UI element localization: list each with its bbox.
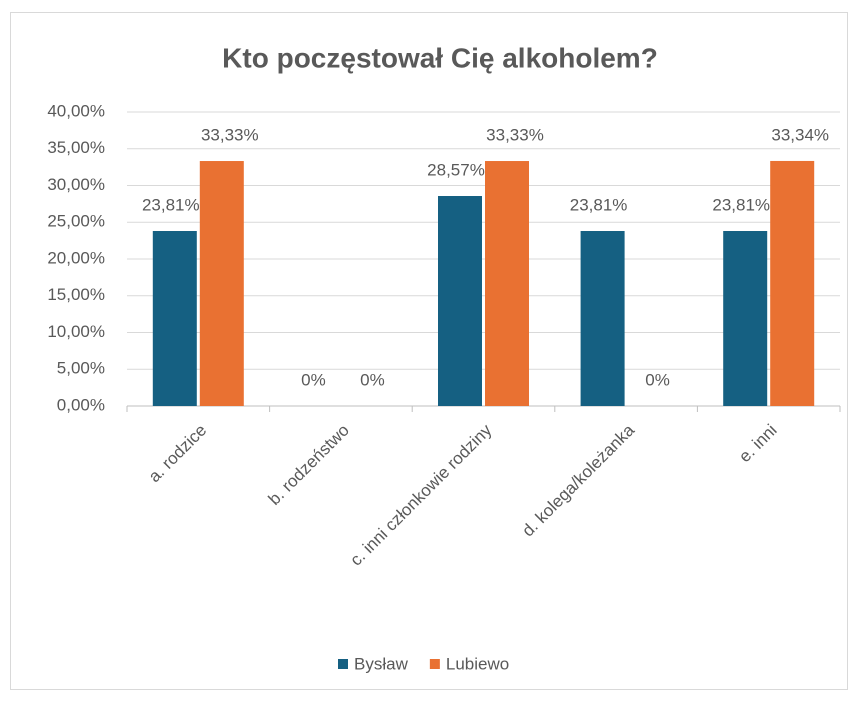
data-label: 0% xyxy=(360,370,385,389)
bar xyxy=(485,161,529,406)
y-tick-label: 15,00% xyxy=(47,285,105,304)
chart-frame xyxy=(10,12,848,690)
data-label: 0% xyxy=(301,370,326,389)
y-tick-label: 30,00% xyxy=(47,175,105,194)
bar xyxy=(199,161,244,406)
data-label: 23,81% xyxy=(570,195,628,214)
bar xyxy=(438,196,482,406)
y-tick-label: 20,00% xyxy=(47,248,105,267)
y-tick-label: 25,00% xyxy=(47,212,105,231)
bar xyxy=(770,160,815,406)
y-tick-label: 0,00% xyxy=(57,395,105,414)
bar xyxy=(152,230,197,406)
data-label: 0% xyxy=(645,370,670,389)
legend-swatch xyxy=(338,659,348,669)
legend-label: Bysław xyxy=(354,654,409,673)
data-label: 23,81% xyxy=(712,195,770,214)
bar xyxy=(723,230,768,406)
chart-title: Kto poczęstował Cię alkoholem? xyxy=(222,42,658,73)
data-label: 33,33% xyxy=(486,126,544,145)
y-tick-label: 10,00% xyxy=(47,322,105,341)
data-label: 28,57% xyxy=(427,160,485,179)
y-tick-label: 40,00% xyxy=(47,101,105,120)
y-tick-label: 35,00% xyxy=(47,138,105,157)
bar xyxy=(580,230,625,406)
legend-swatch xyxy=(429,659,440,669)
y-tick-label: 5,00% xyxy=(57,359,105,378)
data-label: 33,33% xyxy=(201,126,259,145)
legend-label: Lubiewo xyxy=(446,654,509,673)
data-label: 33,34% xyxy=(771,125,829,144)
data-label: 23,81% xyxy=(142,195,200,214)
